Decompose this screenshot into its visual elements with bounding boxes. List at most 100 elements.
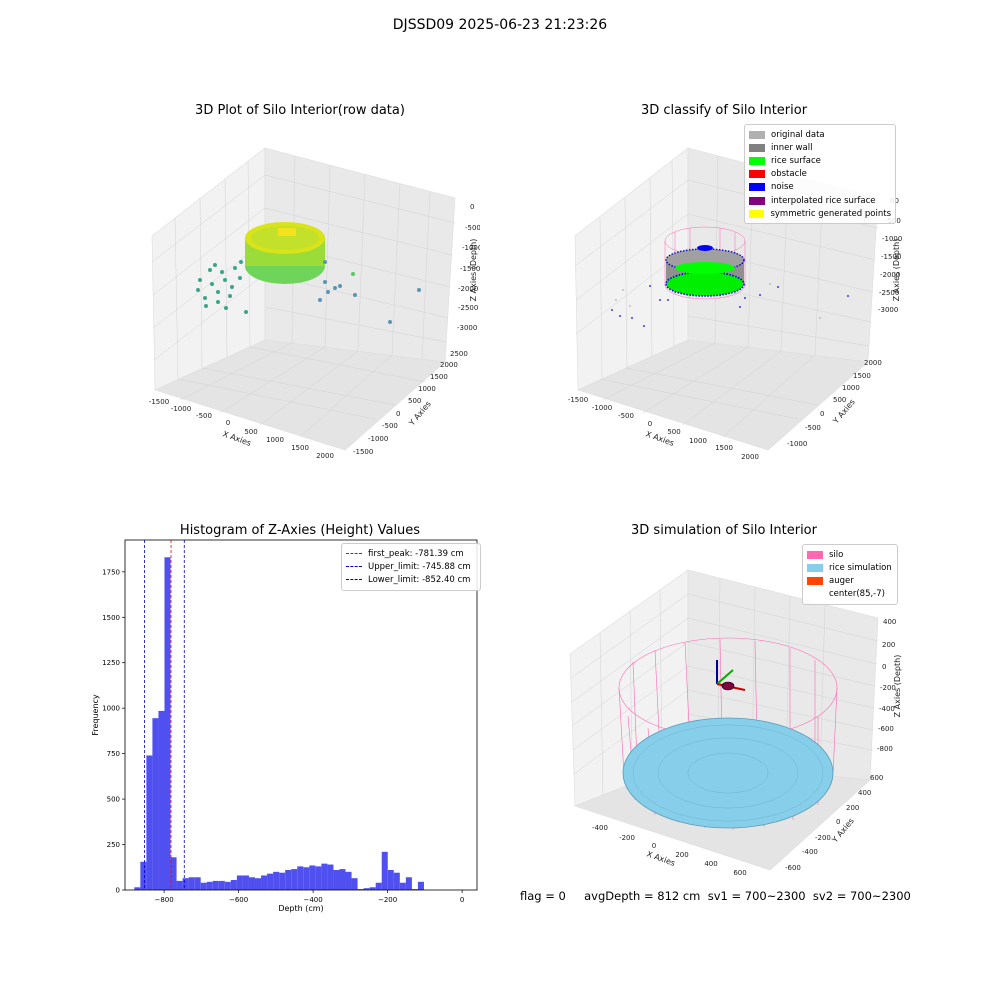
p2-ytick: 2000 [864,359,882,367]
p1-ztick: -2500 [458,304,478,312]
p2-xtick: -1000 [592,404,612,412]
panel2-3d-plot: -1500 -1000 -500 0 500 1000 1500 2000 X … [568,147,902,461]
panel3-histogram: −800 −600 −400 −200 0 0 250 500 750 1000 1250 1500… [91,539,478,913]
hist-xtick-label: −600 [229,896,248,904]
panel4-title: 3D simulation of Silo Interior [631,523,817,538]
hist-xlabel: Depth (cm) [278,904,323,913]
p4-xtick: 200 [675,851,688,859]
legend-label: Lower_limit: -852.40 cm [368,574,471,585]
p2-xtick: 1500 [715,444,733,452]
p2-ztick: -1500 [881,253,901,261]
hist-xtick-label: −800 [154,896,173,904]
hist-bar [327,864,334,890]
status-footer: flag = 0 avgDepth = 812 cm sv1 = 700~230… [520,889,911,903]
legend-label: rice simulation [829,562,892,573]
hist-bar [206,881,213,890]
legend-label: obstacle [771,169,807,180]
hist-bar [146,755,153,890]
hist-bar [411,889,418,890]
p2-xtick: -1500 [568,396,588,404]
panel2-title: 3D classify of Silo Interior [640,103,808,118]
hist-bar [176,880,183,890]
legend-entry: silo [807,548,893,561]
p4-ylabel: Y Axies [830,816,856,845]
hist-xtick-label: −200 [378,896,397,904]
hist-bar [405,877,412,890]
legend-label: center(85,-7) [829,589,885,600]
hist-bar [417,881,424,890]
p1-xtick: -1000 [171,405,191,413]
p1-ytick: 500 [408,397,421,405]
legend-swatch [749,156,765,165]
panel1-3d-plot: -1500 -1000 -500 0 500 1000 1500 2000 X … [149,147,480,460]
legend-entry: first_peak: -781.39 cm [346,547,476,560]
hist-ytick-label: 1750 [102,568,120,576]
hist-xtick-label: −400 [303,896,322,904]
hist-bar [291,869,298,890]
panel4-3d-plot: -400 -200 0 200 400 600 X Axies -600 -40… [569,569,902,877]
hist-bar [339,869,346,890]
p2-ytick: 1000 [842,384,860,392]
legend-entry: Upper_limit: -745.88 cm [346,560,476,573]
p4-xtick: 400 [704,860,717,868]
p4-xtick: 0 [652,842,656,850]
hist-bar [333,870,340,890]
legend-swatch [807,550,823,559]
legend-label: interpolated rice surface [771,195,876,206]
hist-bar [369,887,376,890]
panel1-title: 3D Plot of Silo Interior(row data) [195,103,405,118]
p2-ytick: 1500 [853,372,871,380]
p1-ztick: -2000 [458,285,478,293]
p4-ytick: 200 [846,804,859,812]
legend-swatch [807,590,823,598]
panel4-legend: silo rice simulation auger center(85,-7) [802,544,898,605]
figure-title: DJSSD09 2025-06-23 21:23:26 [392,17,608,33]
p4-ztick: 400 [883,618,896,626]
p1-xtick: -500 [196,412,212,420]
p1-ztick: -500 [465,224,480,232]
p4-ztick: -400 [879,705,895,713]
legend-label: inner wall [771,142,813,153]
legend-entry: auger [807,574,893,587]
p2-xtick: 0 [648,420,652,428]
hist-bar [164,557,171,890]
hist-bar [399,882,406,890]
p4-ztick: -200 [880,684,896,692]
p1-ztick: -1500 [460,265,480,273]
hist-bar [188,877,195,890]
panel2-legend: original data inner wall rice surface ob… [744,124,896,225]
p1-ztick: 0 [470,203,474,211]
legend-entry: Lower_limit: -852.40 cm [346,573,476,586]
hist-ytick-label: 500 [107,796,120,804]
p1-ztick: -1000 [462,244,480,252]
hist-bar [315,866,322,890]
hist-bar [152,718,159,890]
p4-xtick: 600 [733,869,746,877]
hist-ytick-label: 0 [116,887,120,895]
p1-ytick: -1500 [353,448,373,456]
p1-ytick: 2500 [450,350,468,358]
p4-ytick: 400 [858,789,871,797]
hist-bar [351,878,358,890]
p4-ytick: 600 [870,774,883,782]
legend-entry: symmetric generated points [749,207,891,220]
p4-xlabel: X Axies [645,849,676,868]
panel3-legend: first_peak: -781.39 cm Upper_limit: -745… [341,543,481,591]
p4-ztick: 0 [882,663,886,671]
legend-swatch [807,563,823,572]
p2-ytick: -500 [805,424,821,432]
hist-bar [224,881,231,890]
legend-line-blue [346,579,362,581]
p2-ztick: -2000 [880,271,900,279]
p4-ytick: 0 [836,818,840,826]
hist-bar [363,888,370,890]
hist-bar [212,880,219,890]
p4-ztick: 200 [882,641,895,649]
p2-ytick: 500 [833,396,846,404]
legend-label: first_peak: -781.39 cm [368,548,464,559]
hist-bar [309,865,316,890]
legend-label: silo [829,549,844,560]
legend-swatch [749,170,765,179]
legend-entry: interpolated rice surface [749,194,891,207]
hist-ytick-label: 1000 [102,705,120,713]
